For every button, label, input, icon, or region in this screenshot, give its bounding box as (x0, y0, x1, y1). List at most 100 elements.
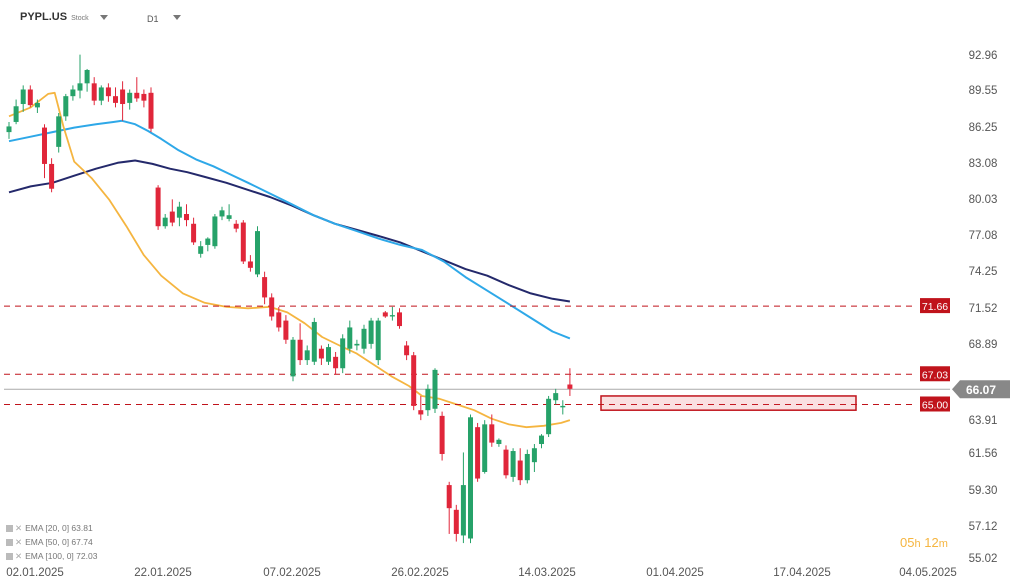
level-tag (920, 396, 950, 412)
candle-body (34, 102, 40, 108)
legend-ema100[interactable]: ✕ EMA [100, 0] 72.03 (6, 551, 97, 562)
candle-body (240, 222, 246, 262)
candle-body (290, 339, 296, 377)
candle-body (134, 92, 140, 99)
candle-body (375, 320, 381, 361)
x-tick-label: 14.03.2025 (518, 567, 576, 579)
candle-body (42, 127, 47, 164)
candle-body (98, 87, 104, 101)
candle-body (304, 350, 310, 361)
symbol-dropdown-icon[interactable] (100, 15, 108, 20)
remove-indicator-icon[interactable]: ✕ (15, 551, 23, 561)
candle-body (382, 312, 388, 317)
axes: 92.96 89.55 86.25 83.08 80.03 77.08 74.25 71.52… (6, 50, 997, 579)
candle-body (276, 312, 282, 328)
y-tick-label: 59.30 (969, 485, 998, 497)
symbol-title[interactable]: PYPL.US Stock (20, 11, 89, 23)
y-tick-label: 83.08 (969, 158, 998, 170)
level-tag-label: 65.00 (922, 399, 948, 411)
candle-body (205, 238, 211, 245)
candle-body (340, 338, 346, 369)
legend-ema100-label: EMA [100, 0] 72.03 (25, 551, 98, 561)
legend-square-icon (6, 525, 13, 532)
price-levels: 71.66 67.03 65.00 66.07 (4, 298, 1010, 412)
candle-body (176, 206, 182, 218)
candle-body (113, 96, 118, 103)
x-tick-label: 07.02.2025 (263, 567, 321, 579)
y-tick-label: 71.52 (969, 303, 998, 315)
candle-body (389, 315, 395, 317)
x-tick-label: 17.04.2025 (773, 567, 831, 579)
candle-body (560, 405, 566, 408)
legend-ema50-label: EMA [50, 0] 67.74 (25, 537, 93, 547)
candle-body (105, 87, 111, 97)
candle-body (70, 89, 76, 97)
candle-body (361, 328, 367, 349)
candle-body (404, 345, 410, 356)
candle-body (418, 410, 424, 415)
candle-body (531, 448, 537, 463)
candle-body (553, 393, 559, 401)
legend-ema50[interactable]: ✕ EMA [50, 0] 67.74 (6, 537, 93, 548)
candle-body (475, 427, 481, 479)
symbol-name: PYPL.US (20, 11, 68, 23)
x-tick-label: 26.02.2025 (391, 567, 449, 579)
x-tick-label: 01.04.2025 (646, 567, 704, 579)
candle-body (91, 83, 97, 101)
candle-body (162, 217, 168, 227)
timeframe-dropdown-icon[interactable] (173, 15, 181, 20)
candle-body (77, 83, 83, 91)
y-tick-label: 63.91 (969, 415, 998, 427)
ema100-line (8, 159, 571, 303)
candle-body (27, 89, 33, 106)
candle-body (49, 163, 55, 189)
level-tag (920, 298, 950, 314)
candle-body (56, 116, 62, 147)
level-tag-label: 71.66 (922, 301, 948, 313)
candle-body (567, 384, 573, 389)
candle-body (226, 215, 232, 219)
candle-body (219, 210, 225, 217)
y-tick-label: 57.12 (969, 521, 998, 533)
candle-body (233, 223, 239, 229)
candle-body (63, 96, 69, 117)
candle-body (13, 106, 19, 122)
remove-indicator-icon[interactable]: ✕ (15, 523, 23, 533)
support-zone (600, 395, 857, 411)
candle-body (347, 327, 353, 349)
candle-body (326, 347, 331, 362)
y-tick-label: 55.02 (969, 553, 998, 565)
candle-body (446, 485, 452, 509)
candle-body (6, 126, 12, 133)
y-tick-label: 80.03 (969, 194, 998, 206)
candle-body (311, 321, 317, 362)
candle-body (297, 339, 303, 361)
candle-body (155, 187, 161, 227)
legend-square-icon (6, 553, 13, 560)
remove-indicator-icon[interactable]: ✕ (15, 537, 23, 547)
ema20-line (8, 91, 571, 429)
candle-body (510, 451, 516, 477)
candle-body (460, 485, 466, 536)
candle-body (191, 223, 197, 243)
y-tick-label: 68.89 (969, 339, 998, 351)
level-tag-label: 67.03 (922, 369, 948, 381)
candle-body (169, 211, 175, 223)
candle-body (368, 320, 374, 344)
level-tag (920, 366, 950, 382)
legend-ema20[interactable]: ✕ EMA [20, 0] 63.81 (6, 523, 93, 534)
candle-body (20, 89, 26, 105)
candle-body (439, 415, 445, 454)
ema50-line (8, 119, 571, 340)
candle-body (262, 277, 268, 298)
y-tick-label: 74.25 (969, 266, 998, 278)
y-tick-label: 61.56 (969, 448, 998, 460)
candle-body (397, 312, 402, 327)
symbol-type: Stock (71, 15, 89, 22)
candle-body (148, 92, 154, 129)
candle-body (255, 231, 260, 275)
y-tick-label: 77.08 (969, 230, 998, 242)
candle-body (468, 417, 473, 539)
timeframe-selector[interactable]: D1 (147, 14, 159, 24)
